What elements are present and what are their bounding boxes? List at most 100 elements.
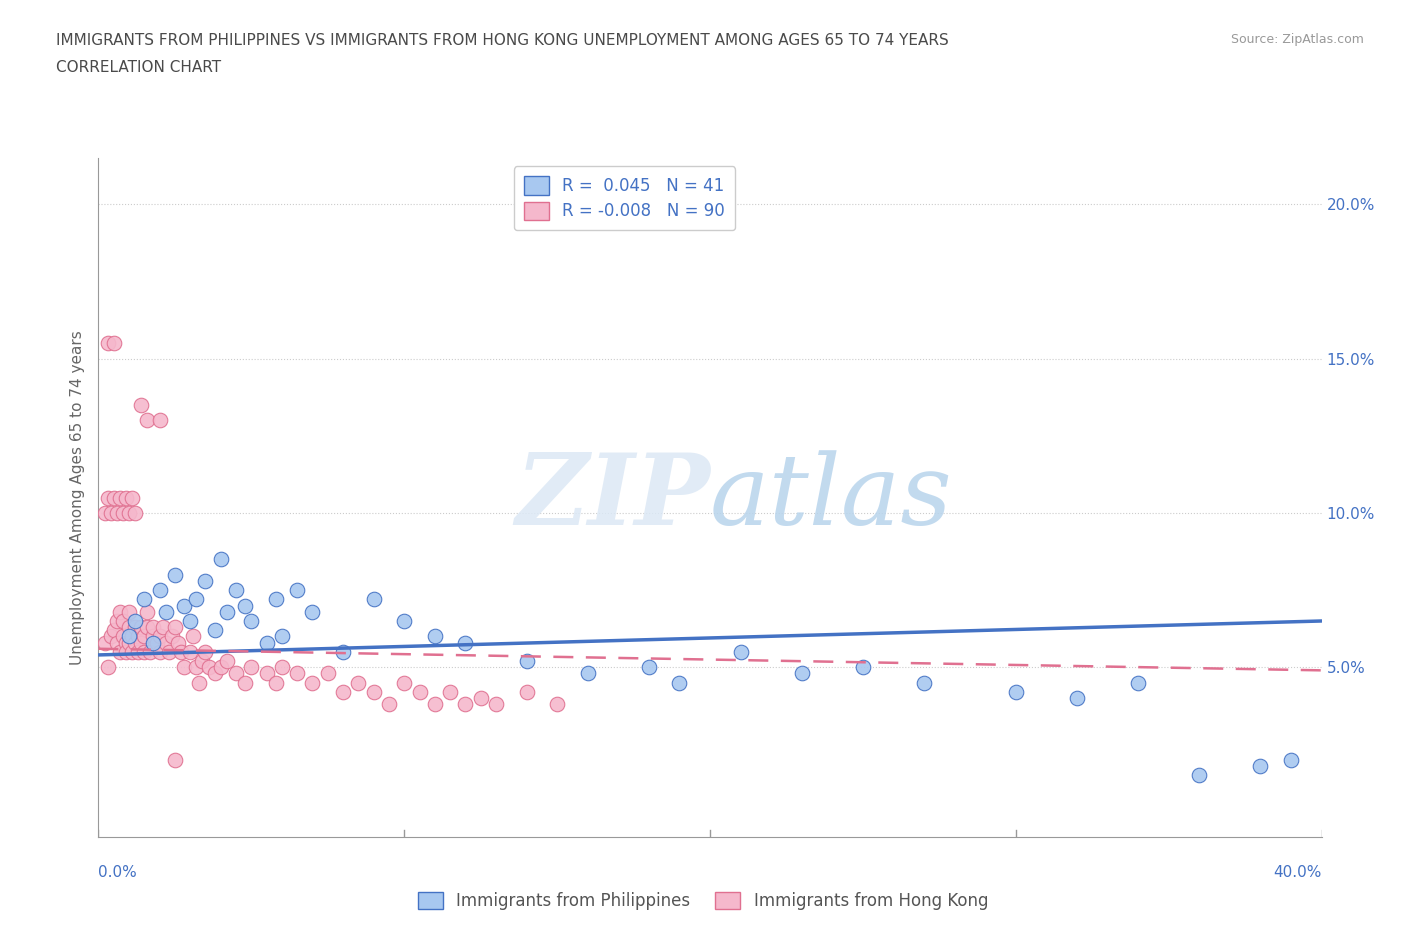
Point	[233, 598, 256, 613]
Point	[149, 644, 172, 659]
Point	[347, 675, 370, 690]
Text: 40.0%: 40.0%	[1274, 865, 1322, 880]
Point	[186, 592, 208, 607]
Point	[363, 684, 385, 699]
Point	[546, 697, 568, 711]
Point	[423, 697, 446, 711]
Point	[188, 675, 211, 690]
Point	[285, 583, 308, 598]
Point	[516, 654, 538, 669]
Point	[108, 490, 131, 505]
Point	[121, 644, 143, 659]
Point	[233, 675, 256, 690]
Point	[103, 490, 125, 505]
Point	[301, 675, 323, 690]
Point	[256, 635, 278, 650]
Point	[191, 654, 214, 669]
Point	[105, 635, 128, 650]
Point	[204, 623, 226, 638]
Point	[408, 684, 430, 699]
Point	[179, 644, 201, 659]
Point	[576, 666, 599, 681]
Point	[118, 629, 141, 644]
Point	[209, 551, 232, 566]
Point	[111, 614, 134, 629]
Point	[790, 666, 813, 681]
Text: IMMIGRANTS FROM PHILIPPINES VS IMMIGRANTS FROM HONG KONG UNEMPLOYMENT AMONG AGES: IMMIGRANTS FROM PHILIPPINES VS IMMIGRANT…	[56, 33, 949, 47]
Point	[181, 629, 204, 644]
Legend: Immigrants from Philippines, Immigrants from Hong Kong: Immigrants from Philippines, Immigrants …	[411, 885, 995, 917]
Point	[332, 684, 354, 699]
Point	[173, 598, 195, 613]
Point	[108, 604, 131, 619]
Point	[97, 660, 120, 675]
Point	[186, 660, 208, 675]
Point	[194, 574, 217, 589]
Point	[163, 752, 186, 767]
Point	[111, 506, 134, 521]
Point	[97, 336, 120, 351]
Point	[439, 684, 461, 699]
Point	[124, 619, 146, 634]
Point	[93, 506, 115, 521]
Point	[215, 604, 238, 619]
Point	[332, 644, 354, 659]
Point	[124, 506, 146, 521]
Point	[170, 644, 193, 659]
Point	[127, 644, 149, 659]
Point	[392, 614, 416, 629]
Point	[118, 604, 141, 619]
Point	[485, 697, 508, 711]
Point	[1004, 684, 1026, 699]
Point	[264, 675, 287, 690]
Text: CORRELATION CHART: CORRELATION CHART	[56, 60, 221, 75]
Point	[197, 660, 219, 675]
Point	[155, 604, 177, 619]
Point	[105, 506, 128, 521]
Point	[852, 660, 875, 675]
Point	[115, 635, 138, 650]
Point	[111, 629, 134, 644]
Point	[149, 629, 172, 644]
Point	[225, 583, 247, 598]
Point	[100, 506, 122, 521]
Point	[152, 619, 174, 634]
Point	[134, 629, 156, 644]
Point	[115, 644, 138, 659]
Y-axis label: Unemployment Among Ages 65 to 74 years: Unemployment Among Ages 65 to 74 years	[70, 330, 86, 665]
Point	[145, 635, 167, 650]
Point	[316, 666, 339, 681]
Text: 0.0%: 0.0%	[98, 865, 138, 880]
Point	[121, 490, 143, 505]
Point	[129, 635, 152, 650]
Point	[118, 506, 141, 521]
Point	[668, 675, 690, 690]
Point	[136, 413, 159, 428]
Point	[167, 635, 190, 650]
Point	[134, 592, 156, 607]
Point	[142, 629, 165, 644]
Point	[142, 619, 165, 634]
Point	[124, 614, 146, 629]
Point	[129, 619, 152, 634]
Point	[139, 644, 162, 659]
Point	[454, 697, 477, 711]
Point	[173, 660, 195, 675]
Point	[103, 623, 125, 638]
Point	[454, 635, 477, 650]
Point	[157, 644, 180, 659]
Point	[134, 644, 156, 659]
Point	[136, 604, 159, 619]
Point	[225, 666, 247, 681]
Point	[470, 691, 492, 706]
Point	[270, 660, 292, 675]
Point	[160, 629, 183, 644]
Point	[93, 635, 115, 650]
Point	[1188, 768, 1211, 783]
Point	[100, 629, 122, 644]
Point	[163, 619, 186, 634]
Point	[423, 629, 446, 644]
Point	[127, 629, 149, 644]
Legend: R =  0.045   N = 41, R = -0.008   N = 90: R = 0.045 N = 41, R = -0.008 N = 90	[513, 166, 735, 231]
Point	[240, 614, 263, 629]
